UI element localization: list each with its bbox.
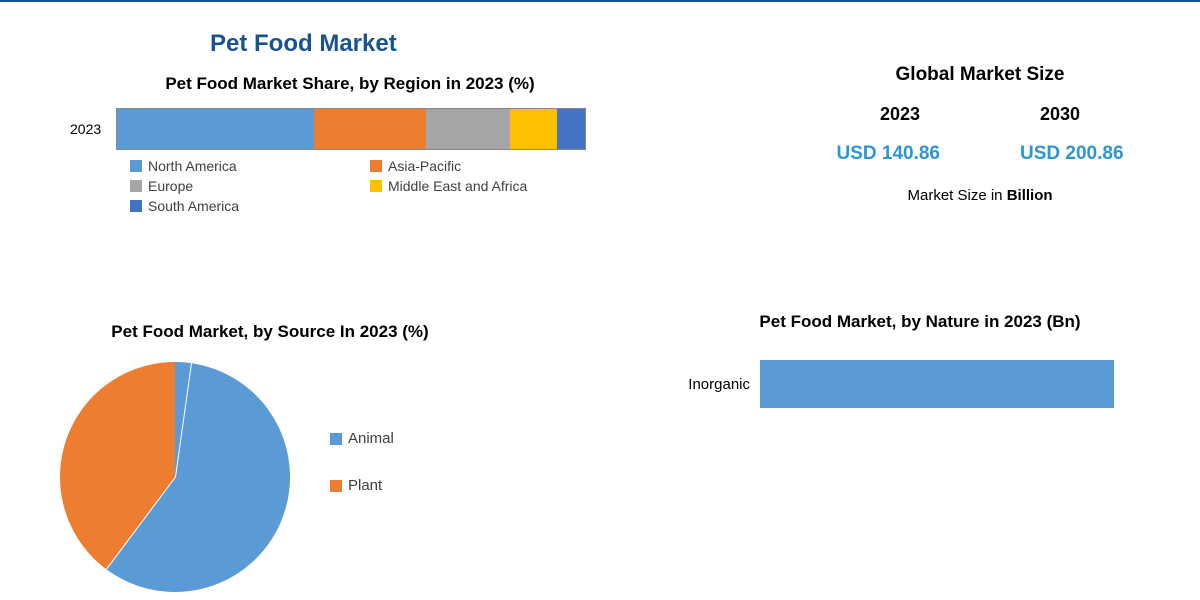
region-stacked-bar (116, 108, 586, 150)
legend-item: South America (130, 198, 370, 214)
legend-item: Middle East and Africa (370, 178, 610, 194)
legend-swatch (370, 160, 382, 172)
legend-label: South America (148, 198, 239, 214)
market-size-values: USD 140.86 USD 200.86 (800, 143, 1160, 165)
legend-swatch (130, 160, 142, 172)
source-legend: Animal Plant (330, 430, 394, 524)
market-size-value-1: USD 200.86 (1020, 143, 1124, 165)
legend-swatch (130, 200, 142, 212)
market-size-value-0: USD 140.86 (836, 143, 940, 165)
legend-item: Animal (330, 430, 394, 447)
legend-item: North America (130, 158, 370, 174)
main-title: Pet Food Market (210, 30, 397, 58)
legend-label: Europe (148, 178, 193, 194)
market-size-title: Global Market Size (800, 64, 1160, 86)
nature-bar-track (760, 360, 1180, 408)
source-pie (60, 362, 290, 592)
market-size-footer-prefix: Market Size in (907, 187, 1006, 204)
region-segment (426, 109, 510, 149)
market-size-footer-bold: Billion (1007, 187, 1053, 204)
source-chart: Pet Food Market, by Source In 2023 (%) A… (60, 322, 480, 592)
pie-divider (175, 363, 192, 477)
market-size-year-1: 2030 (1040, 104, 1080, 125)
region-segment (117, 109, 314, 149)
legend-swatch (130, 180, 142, 192)
legend-swatch (330, 480, 342, 492)
source-chart-title: Pet Food Market, by Source In 2023 (%) (60, 322, 480, 342)
legend-label: Animal (348, 430, 394, 447)
nature-chart-title: Pet Food Market, by Nature in 2023 (Bn) (660, 312, 1180, 332)
nature-bars: Inorganic (660, 360, 1180, 408)
region-legend: North America Asia-Pacific Europe Middle Ea… (130, 158, 630, 218)
region-segment (557, 109, 585, 149)
market-size-panel: Global Market Size 2023 2030 USD 140.86 … (800, 64, 1160, 204)
legend-label: Asia-Pacific (388, 158, 461, 174)
legend-label: Plant (348, 477, 382, 494)
nature-bar-fill (760, 360, 1114, 408)
infographic-container: Pet Food Market Pet Food Market Share, b… (0, 0, 1200, 600)
region-chart: Pet Food Market Share, by Region in 2023… (70, 74, 630, 218)
region-segment (510, 109, 557, 149)
nature-bar-row: Inorganic (660, 360, 1180, 408)
pie-divider (106, 477, 176, 570)
nature-bar-label: Inorganic (660, 376, 750, 393)
legend-label: Middle East and Africa (388, 178, 527, 194)
market-size-footer: Market Size in Billion (800, 187, 1160, 204)
legend-item: Plant (330, 477, 394, 494)
market-size-year-0: 2023 (880, 104, 920, 125)
region-segment (314, 109, 426, 149)
region-chart-ylabel: 2023 (70, 121, 101, 137)
legend-swatch (330, 433, 342, 445)
legend-item: Asia-Pacific (370, 158, 610, 174)
market-size-years: 2023 2030 (800, 104, 1160, 125)
legend-label: North America (148, 158, 237, 174)
legend-item: Europe (130, 178, 370, 194)
legend-swatch (370, 180, 382, 192)
nature-chart: Pet Food Market, by Nature in 2023 (Bn) … (660, 312, 1180, 408)
region-chart-title: Pet Food Market Share, by Region in 2023… (70, 74, 630, 94)
